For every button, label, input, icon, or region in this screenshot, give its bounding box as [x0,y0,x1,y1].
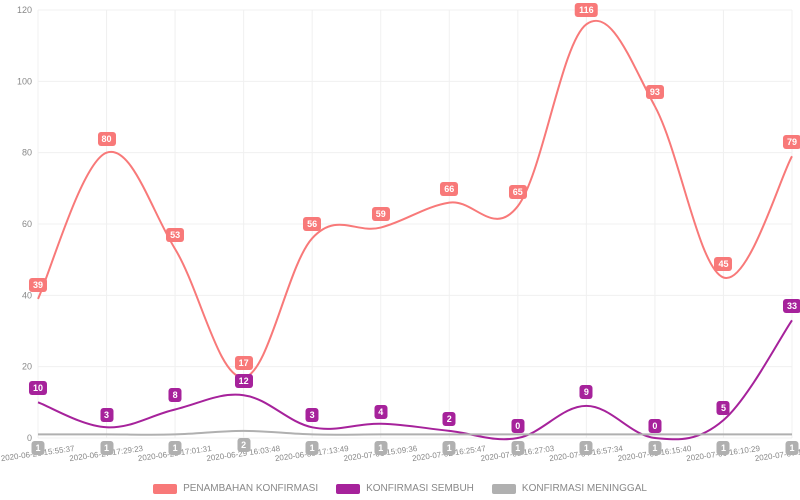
data-label-penambahan: 56 [303,217,321,231]
data-label-meninggal: 2 [237,438,250,452]
data-label-penambahan: 45 [714,257,732,271]
data-label-sembuh: 3 [306,408,319,422]
legend-item-sembuh[interactable]: KONFIRMASI SEMBUH [336,483,474,494]
data-label-meninggal: 1 [31,441,44,455]
data-label-sembuh: 2 [443,412,456,426]
legend-label-meninggal: KONFIRMASI MENINGGAL [522,483,647,494]
data-label-penambahan: 65 [509,185,527,199]
data-label-meninggal: 1 [785,441,798,455]
data-label-penambahan: 79 [783,135,800,149]
data-label-meninggal: 1 [717,441,730,455]
data-label-sembuh: 10 [29,381,47,395]
legend-label-sembuh: KONFIRMASI SEMBUH [366,483,474,494]
data-label-sembuh: 9 [580,385,593,399]
y-tick-label: 120 [17,5,32,15]
data-label-sembuh: 5 [717,401,730,415]
data-label-sembuh: 0 [648,419,661,433]
data-label-penambahan: 39 [29,278,47,292]
data-label-penambahan: 66 [440,182,458,196]
data-label-penambahan: 80 [98,132,116,146]
y-tick-label: 20 [22,362,32,372]
data-label-penambahan: 53 [166,228,184,242]
data-label-meninggal: 1 [648,441,661,455]
data-label-meninggal: 1 [374,441,387,455]
data-label-sembuh: 4 [374,405,387,419]
legend-swatch-meninggal [492,484,516,494]
series-line-sembuh [38,320,792,439]
data-label-sembuh: 12 [235,374,253,388]
chart-container: 0204060801001202020-06-26 15:55:372020-0… [0,0,800,500]
data-label-meninggal: 1 [443,441,456,455]
legend: PENAMBAHAN KONFIRMASI KONFIRMASI SEMBUH … [0,483,800,494]
data-label-penambahan: 59 [372,207,390,221]
legend-label-penambahan: PENAMBAHAN KONFIRMASI [183,483,318,494]
legend-item-penambahan[interactable]: PENAMBAHAN KONFIRMASI [153,483,318,494]
data-label-sembuh: 3 [100,408,113,422]
legend-swatch-sembuh [336,484,360,494]
data-label-penambahan: 17 [235,356,253,370]
data-label-penambahan: 116 [575,3,598,17]
data-label-penambahan: 93 [646,85,664,99]
legend-item-meninggal[interactable]: KONFIRMASI MENINGGAL [492,483,647,494]
data-label-meninggal: 1 [306,441,319,455]
series-line-penambahan [38,21,792,378]
data-label-sembuh: 0 [511,419,524,433]
y-tick-label: 60 [22,219,32,229]
data-label-meninggal: 1 [100,441,113,455]
series-line-meninggal [38,431,792,435]
y-tick-label: 100 [17,76,32,86]
legend-swatch-penambahan [153,484,177,494]
data-label-sembuh: 8 [169,388,182,402]
data-label-sembuh: 33 [783,299,800,313]
line-chart: 0204060801001202020-06-26 15:55:372020-0… [0,0,800,500]
data-label-meninggal: 1 [580,441,593,455]
data-label-meninggal: 1 [511,441,524,455]
data-label-meninggal: 1 [169,441,182,455]
y-tick-label: 80 [22,148,32,158]
